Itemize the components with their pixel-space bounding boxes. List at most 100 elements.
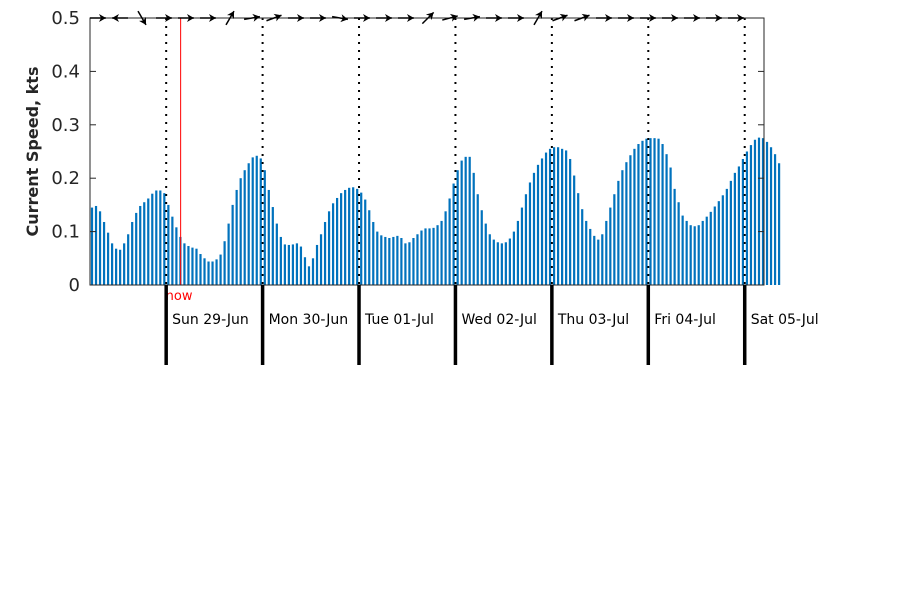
speed-bar	[408, 242, 411, 285]
speed-bar	[139, 205, 142, 285]
speed-bar	[183, 243, 186, 285]
speed-bar	[577, 193, 580, 285]
speed-bar	[548, 148, 552, 285]
speed-bar	[456, 170, 459, 285]
speed-bar	[669, 167, 672, 285]
speed-bar	[713, 206, 716, 285]
speed-bar	[400, 238, 403, 285]
speed-bar	[753, 139, 757, 285]
speed-bar	[243, 170, 246, 285]
y-ticks-layer: 0 0.1 0.2 0.3 0.4 0.5	[51, 8, 764, 296]
direction-arrow-icon	[574, 13, 590, 22]
day-labels-layer: Sun 29-Jun Mon 30-Jun Tue 01-Jul Wed 02-Jul…	[164, 285, 819, 365]
direction-arrow-icon	[266, 13, 282, 22]
speed-bar	[460, 160, 463, 285]
direction-arrow-icon	[225, 10, 235, 26]
direction-arrow-icon	[178, 14, 194, 22]
direction-arrow-icon	[662, 14, 678, 22]
speed-bar	[540, 158, 544, 285]
speed-bar	[661, 144, 664, 285]
speed-bar	[227, 223, 230, 285]
speed-bar	[187, 246, 190, 285]
speed-bar	[90, 207, 94, 285]
speed-bar	[440, 220, 443, 285]
speed-bar	[601, 234, 604, 285]
speed-bar	[773, 154, 777, 285]
speed-bar	[565, 150, 568, 285]
speed-bar	[291, 244, 295, 285]
speed-bar	[219, 254, 222, 285]
day-label: Sat 05-Jul	[751, 312, 819, 328]
speed-bar	[552, 147, 556, 285]
direction-arrow-icon	[376, 14, 392, 22]
speed-bar	[352, 187, 355, 285]
speed-bar	[428, 228, 431, 285]
speed-bar	[741, 158, 745, 285]
speed-bar	[135, 212, 138, 285]
speed-bar	[271, 207, 274, 285]
speed-bar	[745, 151, 749, 285]
speed-bar	[613, 194, 616, 285]
direction-arrow-icon	[618, 14, 634, 22]
speed-bar	[472, 172, 475, 285]
speed-bar	[573, 175, 576, 285]
speed-bar	[171, 216, 174, 285]
speed-bar	[585, 220, 588, 285]
now-label: now	[166, 289, 193, 304]
speed-bar	[368, 210, 371, 285]
speed-bar	[705, 216, 708, 285]
speed-bar	[263, 170, 266, 285]
now-marker-layer: now	[166, 18, 193, 304]
speed-bar	[424, 228, 427, 285]
direction-arrow-icon	[463, 13, 481, 22]
speed-bar	[536, 164, 540, 285]
direction-arrow-icon	[508, 14, 524, 22]
speed-bar	[597, 239, 600, 285]
speed-bar	[448, 198, 451, 285]
speed-bar	[279, 236, 282, 285]
y-tick-label: 0.1	[51, 222, 80, 243]
speed-bar	[235, 189, 238, 285]
speed-bar	[544, 152, 548, 285]
speed-bar	[701, 220, 704, 285]
speed-bar	[392, 236, 395, 285]
speed-bar	[508, 238, 511, 285]
day-label: Sun 29-Jun	[172, 312, 249, 328]
y-tick-label: 0.5	[51, 8, 80, 29]
speed-bar	[323, 221, 327, 285]
speed-bar	[432, 227, 435, 285]
y-tick-label: 0.4	[51, 61, 80, 82]
speed-bar	[295, 243, 299, 285]
direction-arrow-icon	[596, 14, 612, 22]
speed-bar	[319, 234, 323, 285]
speed-bar	[657, 138, 660, 285]
speed-bar	[673, 188, 676, 285]
speed-bar	[733, 172, 736, 285]
speed-bar	[609, 207, 612, 285]
speed-bar	[444, 211, 447, 285]
speed-bar	[348, 187, 351, 285]
direction-arrow-icon	[421, 11, 435, 25]
speed-bar	[769, 147, 773, 285]
speed-bar	[267, 189, 270, 285]
y-tick-label: 0	[69, 275, 80, 296]
day-label: Wed 02-Jul	[461, 312, 537, 328]
speed-bar	[247, 163, 250, 285]
speed-bar	[645, 138, 648, 285]
speed-bar	[697, 225, 700, 285]
speed-bar	[191, 247, 194, 285]
speed-bar	[151, 193, 154, 285]
speed-bar	[617, 180, 620, 285]
direction-arrow-icon	[728, 14, 744, 22]
speed-bar	[633, 148, 636, 285]
speed-bar	[637, 144, 640, 285]
speed-bar	[689, 225, 692, 285]
speed-bar	[287, 244, 290, 285]
direction-arrow-icon	[398, 14, 414, 22]
speed-bar	[380, 235, 383, 285]
speed-bar	[396, 235, 399, 285]
speed-bar	[528, 182, 532, 285]
y-axis-label: Current Speed, kts	[23, 67, 42, 237]
speed-bar	[404, 243, 407, 285]
speed-bar	[384, 236, 387, 285]
